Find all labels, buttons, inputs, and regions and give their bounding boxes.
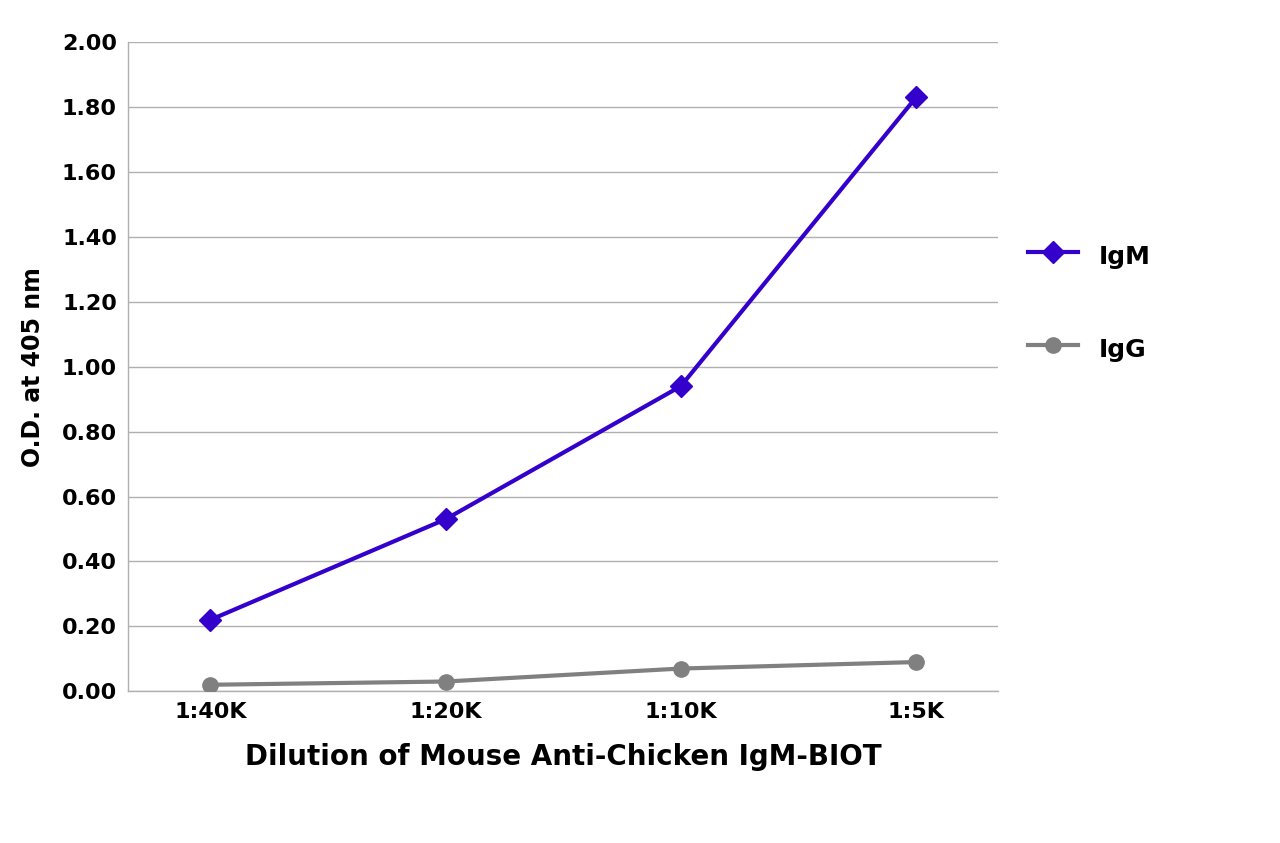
IgM	[202, 615, 218, 625]
Legend: IgM, IgG: IgM, IgG	[1028, 240, 1151, 363]
Line: IgG: IgG	[202, 654, 924, 692]
IgM	[438, 514, 453, 524]
Y-axis label: O.D. at 405 nm: O.D. at 405 nm	[20, 266, 45, 467]
IgG	[202, 679, 218, 690]
IgM	[673, 381, 689, 391]
IgG	[438, 676, 453, 686]
IgG	[909, 657, 924, 667]
X-axis label: Dilution of Mouse Anti-Chicken IgM-BIOT: Dilution of Mouse Anti-Chicken IgM-BIOT	[244, 744, 882, 771]
Line: IgM: IgM	[202, 89, 924, 627]
IgG	[673, 663, 689, 674]
IgM	[909, 92, 924, 102]
